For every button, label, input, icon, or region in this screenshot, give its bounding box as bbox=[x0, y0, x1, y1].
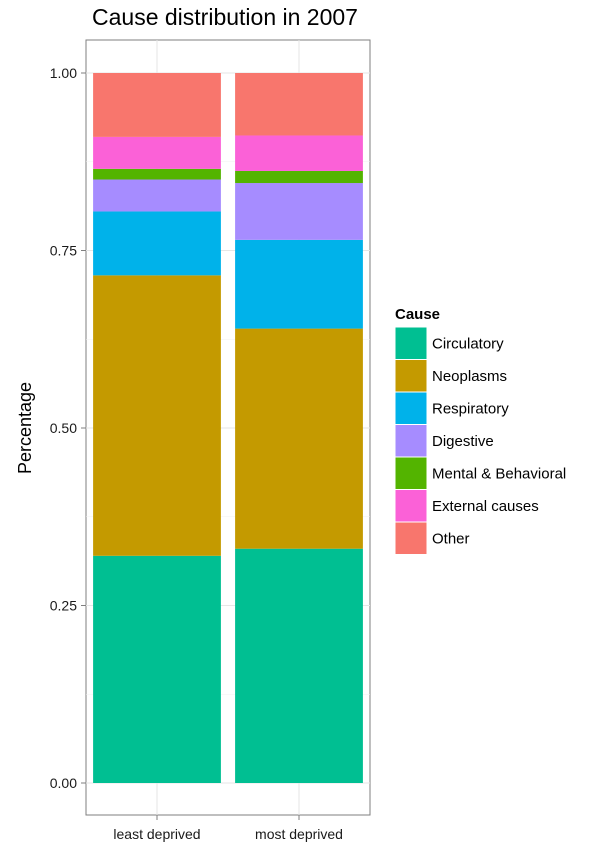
legend-key-respiratory bbox=[394, 391, 428, 425]
bar-segment-digestive-1 bbox=[235, 183, 363, 240]
x-tick-label: least deprived bbox=[113, 826, 200, 842]
legend-title: Cause bbox=[395, 306, 440, 323]
x-axis: least deprived most deprived bbox=[113, 815, 343, 842]
bar-segment-respiratory-1 bbox=[235, 239, 363, 329]
bar-segment-respiratory-0 bbox=[93, 211, 221, 276]
x-tick-label: most deprived bbox=[255, 826, 343, 842]
bar-segment-other-1 bbox=[235, 73, 363, 136]
y-tick-label: 0.00 bbox=[50, 775, 77, 791]
legend-key-external-causes bbox=[394, 489, 428, 523]
legend-label-mental-behavioral: Mental & Behavioral bbox=[432, 465, 566, 482]
bar-segment-circulatory-0 bbox=[93, 555, 221, 783]
chart-title: Cause distribution in 2007 bbox=[92, 4, 358, 30]
bar-segment-neoplasms-0 bbox=[93, 275, 221, 556]
bar-segment-neoplasms-1 bbox=[235, 328, 363, 549]
legend-label-neoplasms: Neoplasms bbox=[432, 368, 507, 385]
y-tick-label: 1.00 bbox=[50, 65, 77, 81]
y-tick-label: 0.50 bbox=[50, 420, 77, 436]
legend-key-neoplasms bbox=[394, 359, 428, 393]
legend-key-digestive bbox=[394, 424, 428, 458]
bar-segment-circulatory-1 bbox=[235, 548, 363, 783]
legend-key-circulatory bbox=[394, 326, 428, 360]
bar-segment-digestive-0 bbox=[93, 179, 221, 212]
plot-panel bbox=[85, 39, 371, 816]
legend-label-circulatory: Circulatory bbox=[432, 335, 504, 352]
legend-label-digestive: Digestive bbox=[432, 433, 494, 450]
legend-key-mental-behavioral bbox=[394, 456, 428, 490]
bar-segment-mental-behavioral-0 bbox=[93, 168, 221, 180]
legend-label-other: Other bbox=[432, 530, 470, 547]
bar-segment-mental-behavioral-1 bbox=[235, 170, 363, 184]
legend-label-respiratory: Respiratory bbox=[432, 400, 509, 417]
y-tick-label: 0.25 bbox=[50, 598, 77, 614]
bar-segment-other-0 bbox=[93, 73, 221, 137]
legend: Cause Circulatory Neoplasms Respiratory Dig… bbox=[394, 306, 566, 555]
bars bbox=[93, 73, 363, 783]
y-axis: 0.00 0.25 0.50 0.75 1.00 bbox=[50, 65, 86, 791]
legend-label-external-causes: External causes bbox=[432, 498, 539, 515]
y-axis-title: Percentage bbox=[15, 382, 35, 474]
y-tick-label: 0.75 bbox=[50, 243, 77, 259]
legend-key-other bbox=[394, 521, 428, 555]
bar-segment-external-causes-1 bbox=[235, 135, 363, 171]
bar-segment-external-causes-0 bbox=[93, 136, 221, 169]
